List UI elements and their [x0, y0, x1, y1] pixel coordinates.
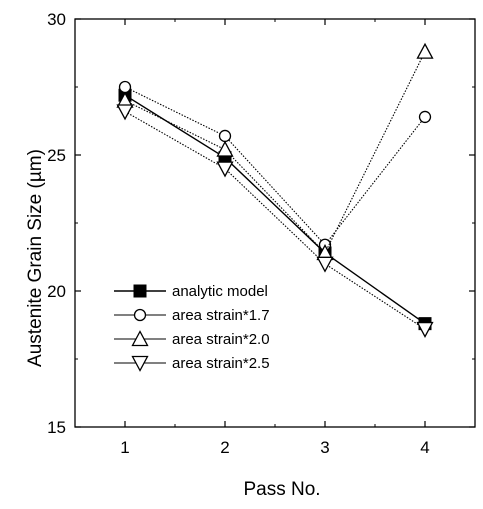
legend-marker: [131, 330, 149, 347]
data-point: [416, 42, 434, 59]
x-tick-label: 1: [120, 438, 129, 457]
data-point: [416, 321, 434, 338]
legend: analytic model area strain*1.7 area strain…: [114, 283, 270, 372]
y-tick-label: 25: [47, 146, 66, 165]
y-axis-title: Austenite Grain Size (µm): [25, 149, 46, 367]
legend-label: area strain*1.7: [172, 307, 270, 324]
x-tick-label: 3: [320, 438, 329, 457]
x-tick-label: 4: [420, 438, 429, 457]
series-2: [116, 42, 434, 261]
data-point: [116, 104, 134, 121]
axis-ticks: 1 2 3 4 15 20 25 30: [47, 10, 475, 457]
x-tick-label: 2: [220, 438, 229, 457]
data-point: [118, 80, 132, 94]
series-line: [124, 86, 426, 246]
series-line: [124, 51, 426, 254]
y-tick-label: 30: [47, 10, 66, 29]
legend-marker: [133, 308, 147, 322]
x-axis-title: Pass No.: [243, 479, 320, 500]
series-layer: [116, 42, 434, 338]
legend-marker: [133, 284, 147, 298]
series-1: [118, 80, 432, 251]
legend-marker: [131, 355, 149, 372]
legend-label: area strain*2.0: [172, 331, 270, 348]
legend-label: analytic model: [172, 283, 268, 300]
legend-item-1: area strain*1.7: [114, 307, 270, 324]
plot-frame: [74, 18, 476, 428]
series-line: [124, 94, 426, 325]
legend-item-0: analytic model: [114, 283, 268, 300]
series-line: [124, 111, 426, 330]
data-point: [316, 256, 334, 273]
legend-label: area strain*2.5: [172, 355, 270, 372]
y-tick-label: 15: [47, 418, 66, 437]
series-0: [118, 88, 432, 331]
legend-item-3: area strain*2.5: [114, 355, 270, 372]
data-point: [418, 110, 432, 124]
data-point: [218, 129, 232, 143]
plot-border: [74, 18, 476, 428]
data-point: [216, 161, 234, 178]
legend-item-2: area strain*2.0: [114, 330, 270, 348]
series-3: [116, 104, 434, 338]
y-tick-label: 20: [47, 282, 66, 301]
data-point: [216, 140, 234, 157]
